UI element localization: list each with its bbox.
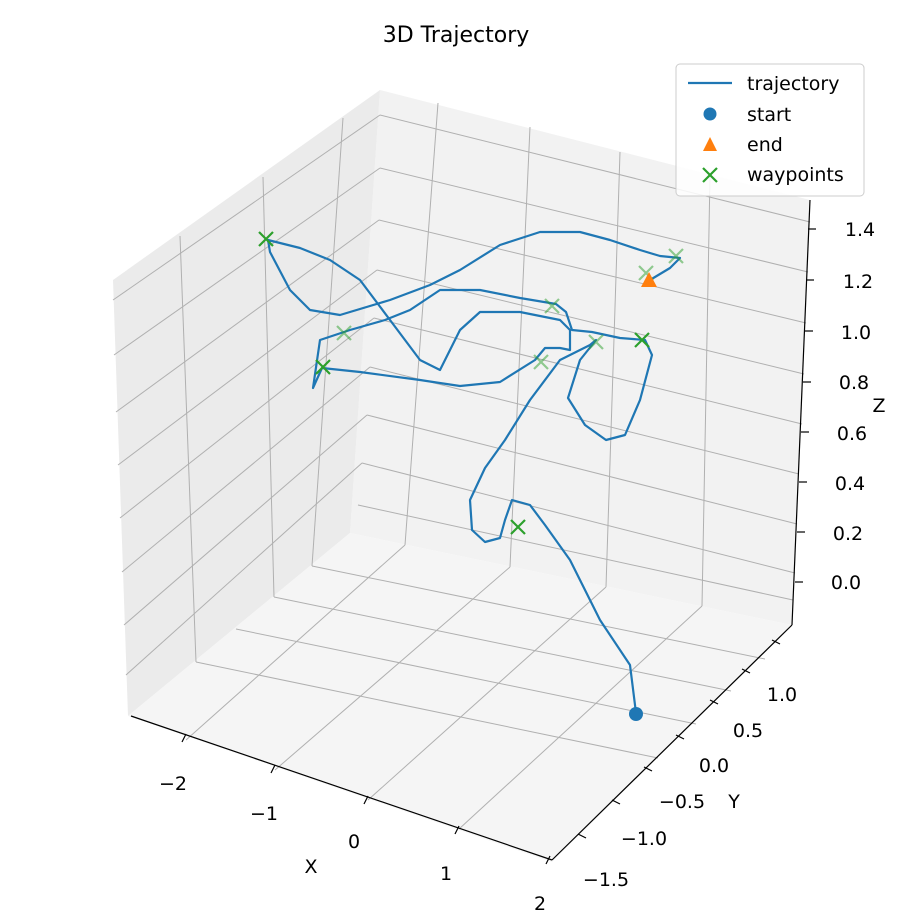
z-tick-label: 1.0	[841, 322, 871, 344]
z-tick-label: 0.0	[831, 572, 861, 594]
waypoint-marker	[668, 248, 684, 264]
y-axis-line	[551, 624, 793, 861]
endpoint-markers	[629, 272, 657, 721]
waypoint-marker	[588, 334, 604, 350]
legend-label: start	[747, 104, 791, 126]
legend-label: waypoints	[747, 164, 844, 186]
back-pane-xz	[350, 90, 810, 625]
end-marker	[641, 272, 657, 287]
waypoint-marker	[258, 231, 274, 247]
legend-x-swatch	[702, 167, 718, 183]
y-axis-label: Y	[727, 791, 740, 813]
legend-triangle-swatch	[703, 137, 717, 151]
legend-circle-swatch	[703, 107, 717, 121]
y-tick-label: 0.5	[733, 720, 763, 742]
chart-title: 3D Trajectory	[383, 23, 530, 48]
start-marker	[629, 707, 643, 721]
axis-lines	[130, 199, 811, 861]
waypoint-marker	[634, 332, 650, 348]
z-tick-label: 1.2	[843, 271, 873, 293]
z-axis-line	[791, 199, 811, 626]
z-tick-label: 0.4	[835, 473, 865, 495]
waypoint-marker	[544, 298, 560, 314]
x-tick-labels: −2 −1 0 1 2	[159, 773, 546, 912]
legend-label: trajectory	[747, 73, 839, 95]
y-tick-label: −0.5	[659, 791, 705, 813]
y-tick-labels: −1.5 −1.0 −0.5 0.0 0.5 1.0	[583, 684, 797, 891]
legend: trajectory start end waypoints	[675, 63, 865, 197]
legend-item-end: end	[703, 134, 783, 156]
waypoint-marker	[510, 519, 526, 535]
legend-frame	[675, 63, 865, 197]
waypoints-series	[258, 231, 684, 535]
legend-item-start: start	[703, 104, 791, 126]
x-tick-label: 2	[534, 893, 546, 912]
z-tick-label: 0.8	[839, 372, 869, 394]
trajectory-line	[266, 230, 682, 715]
z-axis-label: Z	[872, 395, 885, 417]
legend-item-trajectory: trajectory	[688, 73, 839, 95]
z-tick-labels: 0.0 0.2 0.4 0.6 0.8 1.0 1.2 1.4	[831, 219, 875, 594]
y-tick-label: −1.0	[621, 828, 667, 850]
x-axis-label: X	[304, 856, 317, 878]
x-tick-label: −2	[159, 773, 187, 795]
waypoint-marker	[315, 359, 331, 375]
y-tick-label: 0.0	[699, 755, 729, 777]
waypoint-marker	[533, 354, 549, 370]
legend-item-waypoints: waypoints	[702, 164, 844, 186]
x-tick-label: 0	[348, 831, 360, 853]
waypoint-marker	[336, 325, 352, 341]
side-pane-yz	[113, 90, 380, 716]
x-axis-line	[130, 715, 553, 861]
x-tick-label: 1	[440, 863, 452, 885]
z-tick-label: 1.4	[845, 219, 875, 241]
z-tick-label: 0.6	[837, 423, 867, 445]
floor-pane-xy	[128, 533, 792, 862]
axes-3d: −2 −1 0 1 2 X −1.5 −1.0 −0.5 0.0 0.5 1.0…	[112, 90, 886, 912]
y-tick-label: 1.0	[767, 684, 797, 706]
trajectory-series	[266, 230, 682, 715]
tick-marks	[181, 228, 816, 865]
legend-label: end	[747, 134, 783, 156]
x-tick-label: −1	[250, 803, 278, 825]
y-tick-label: −1.5	[583, 869, 629, 891]
z-tick-label: 0.2	[833, 523, 863, 545]
grid-lines	[112, 102, 811, 830]
